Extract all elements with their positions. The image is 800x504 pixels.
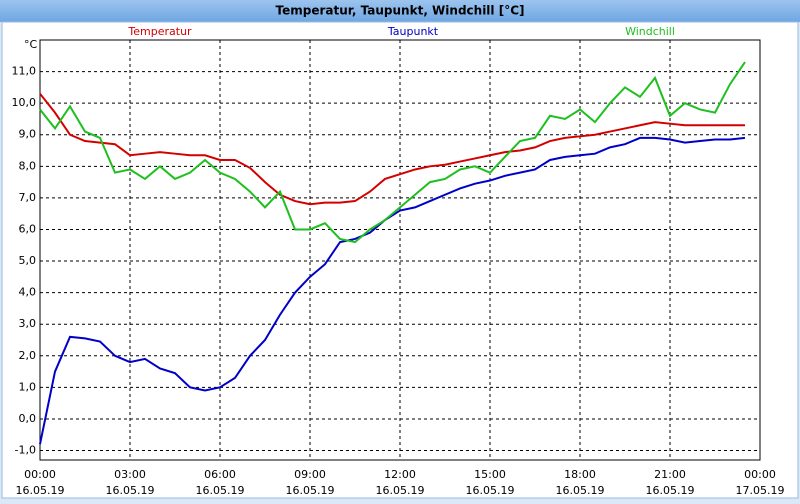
x-tick-label: 09:00 [294,468,326,481]
x-tick-date: 16.05.19 [466,484,515,497]
x-tick-label: 15:00 [474,468,506,481]
y-tick-label: 2,0 [19,349,37,362]
x-tick-date: 16.05.19 [16,484,65,497]
series-line [39,136,746,445]
y-tick-label: 1,0 [19,380,37,393]
y-tick-label: 3,0 [19,317,37,330]
y-tick-label: 4,0 [19,286,37,299]
x-tick-date: 16.05.19 [196,484,245,497]
chart-title: Temperatur, Taupunkt, Windchill [°C] [276,4,525,18]
x-tick-date: 16.05.19 [376,484,425,497]
x-tick-label: 12:00 [384,468,416,481]
x-tick-label: 06:00 [204,468,236,481]
y-tick-label: 0,0 [19,412,37,425]
title-bar [0,0,800,22]
x-tick-date: 16.05.19 [286,484,335,497]
legend-entry: Temperatur [127,25,192,38]
legend-entry: Taupunkt [387,25,439,38]
y-tick-label: -1,0 [15,444,36,457]
x-tick-label: 18:00 [564,468,596,481]
series-line [39,93,745,206]
x-tick-label: 21:00 [654,468,686,481]
x-tick-label: 00:00 [744,468,776,481]
x-tick-date: 16.05.19 [106,484,155,497]
y-tick-label: 10,0 [12,96,37,109]
y-tick-label: 6,0 [19,222,37,235]
y-tick-label: 7,0 [19,191,37,204]
y-tick-label: 11,0 [12,65,37,78]
x-tick-date: 16.05.19 [646,484,695,497]
y-unit: °C [24,38,38,51]
x-tick-label: 03:00 [114,468,146,481]
x-tick-date: 16.05.19 [556,484,605,497]
x-tick-date: 17.05.19 [736,484,785,497]
legend-entry: Windchill [625,25,675,38]
y-tick-label: 5,0 [19,254,37,267]
y-tick-label: 9,0 [19,128,37,141]
x-tick-label: 00:00 [24,468,56,481]
y-tick-label: 8,0 [19,159,37,172]
series-line [39,61,746,244]
